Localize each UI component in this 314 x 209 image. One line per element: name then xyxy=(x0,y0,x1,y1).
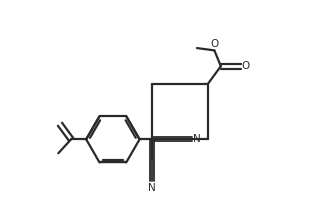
Text: N: N xyxy=(149,184,156,194)
Text: O: O xyxy=(242,61,250,71)
Text: O: O xyxy=(210,39,219,49)
Text: N: N xyxy=(193,134,201,144)
